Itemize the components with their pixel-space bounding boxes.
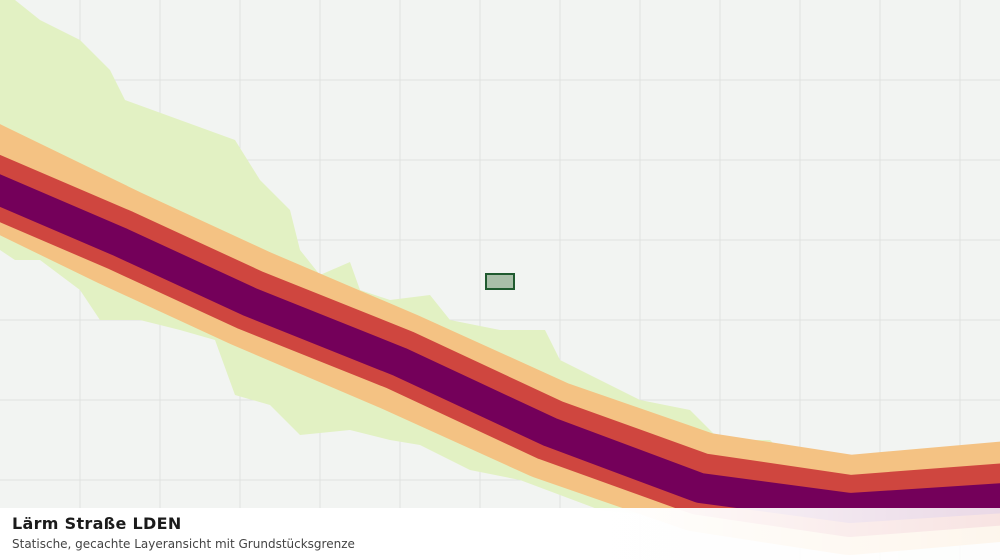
legend-footer: Lärm Straße LDEN Statische, gecachte Lay…: [0, 508, 1000, 560]
noise-zone-very-high: [0, 174, 1000, 523]
noise-bands: [0, 124, 1000, 555]
layer-subtitle: Statische, gecachte Layeransicht mit Gru…: [12, 537, 355, 551]
layer-title: Lärm Straße LDEN: [12, 514, 182, 533]
noise-zone-low: [0, 0, 1000, 530]
parcel-boundary: [485, 273, 515, 290]
